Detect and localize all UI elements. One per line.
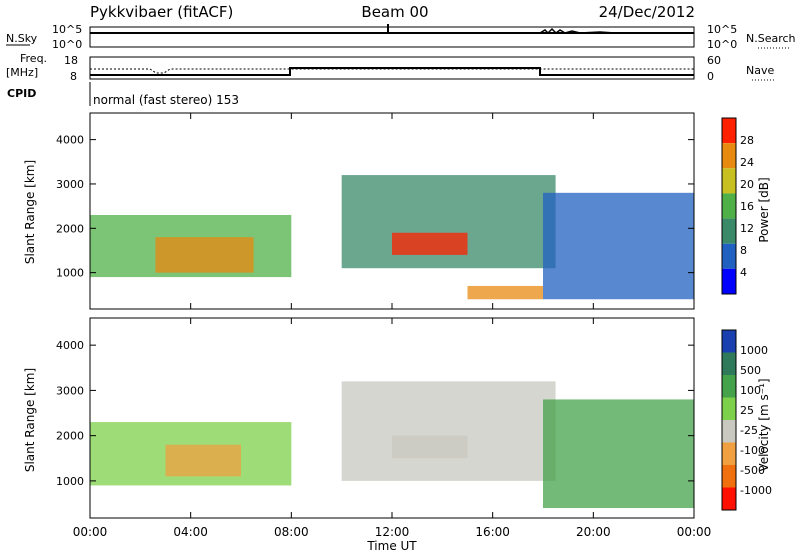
velocity-yticks: 1000 2000 3000 4000 [56, 339, 694, 488]
noise-right-bottom-tick: 10^0 [707, 38, 737, 51]
colorbar-segment [722, 487, 736, 510]
power-colorbar: 4 8 12 16 20 24 28 [721, 117, 754, 295]
colorbar-tick-label: -25 [740, 424, 758, 437]
power-colorbar-label: Power [dB] [757, 177, 771, 242]
nave-trace [90, 68, 694, 74]
x-tick-label: 20:00 [576, 525, 611, 539]
data-region [543, 399, 694, 509]
colorbar-frame [721, 117, 737, 295]
colorbar-tick-label: 25 [740, 404, 754, 417]
y-tick-label: 4000 [56, 134, 84, 147]
colorbar-segment [722, 168, 736, 194]
colorbar-segment [722, 420, 736, 443]
x-tick-label: 08:00 [274, 525, 309, 539]
noise-panel-frame [89, 26, 695, 48]
colorbar-tick-label: 12 [740, 222, 754, 235]
data-region [341, 381, 556, 481]
power-ylabel: Slant Range [km] [23, 160, 37, 264]
colorbar-segment [722, 193, 736, 219]
colorbar-tick-label: -1000 [740, 484, 772, 497]
colorbar-tick-label: -100 [740, 444, 765, 457]
colorbar-segment [722, 268, 736, 294]
colorbar-segment [722, 218, 736, 244]
colorbar-tick-label: 4 [740, 266, 747, 279]
velocity-colorbar-label: Velocity [m s⁻¹] [757, 378, 771, 471]
colorbar-tick-label: 500 [740, 364, 761, 377]
freq-trace [90, 67, 694, 76]
noise-search-label: N.Search [746, 32, 796, 45]
y-tick-label: 2000 [56, 430, 84, 443]
power-data-regions [90, 175, 694, 300]
colorbar-tick-label: 100 [740, 384, 761, 397]
noise-sky-label: N.Sky [6, 32, 38, 45]
noise-left-top-tick: 10^5 [52, 23, 82, 36]
data-region [165, 444, 241, 477]
x-axis-label: Time UT [366, 539, 417, 553]
cpid-text: normal (fast stereo) 153 [93, 93, 239, 107]
noise-left-bottom-tick: 10^0 [52, 38, 82, 51]
velocity-data-regions [90, 381, 694, 509]
colorbar-segment [722, 375, 736, 398]
colorbar-frame [721, 329, 737, 511]
colorbar-tick-label: 28 [740, 134, 754, 147]
cpid-label: CPID [7, 87, 36, 100]
freq-left-bottom-tick: 8 [70, 70, 77, 83]
velocity-ylabel: Slant Range [km] [23, 368, 37, 472]
x-tick-label: 00:00 [73, 525, 108, 539]
colorbar-segment [722, 352, 736, 375]
freq-label-2: [MHz] [6, 66, 38, 79]
data-region [392, 232, 468, 255]
date-title: 24/Dec/2012 [599, 3, 695, 21]
freq-panel-frame [89, 56, 695, 80]
noise-sky-bursts [539, 27, 616, 35]
data-region [467, 285, 543, 300]
data-region [392, 435, 468, 459]
station-title: Pykkvibaer (fitACF) [90, 3, 233, 21]
colorbar-segment [722, 118, 736, 144]
colorbar-tick-label: 24 [740, 156, 754, 169]
data-region [155, 237, 254, 273]
freq-left-top-tick: 18 [64, 54, 78, 67]
colorbar-segment [722, 397, 736, 420]
colorbar-segment [722, 442, 736, 465]
data-region [543, 192, 694, 300]
power-yticks: 1000 2000 3000 4000 [56, 134, 694, 280]
x-tick-label: 12:00 [375, 525, 410, 539]
beam-title: Beam 00 [361, 3, 428, 21]
colorbar-segment [722, 143, 736, 169]
colorbar-segment [722, 465, 736, 488]
y-tick-label: 2000 [56, 222, 84, 235]
y-tick-label: 3000 [56, 178, 84, 191]
x-tick-label: 16:00 [475, 525, 510, 539]
colorbar-tick-label: 16 [740, 200, 754, 213]
noise-right-top-tick: 10^5 [707, 23, 737, 36]
y-tick-label: 1000 [56, 267, 84, 280]
velocity-colorbar: 1000 500 100 25 -25 -100 -500 -1000 [721, 329, 772, 511]
x-tick-label: 04:00 [173, 525, 208, 539]
x-tick-label: 00:00 [677, 525, 712, 539]
freq-label-1: Freq. [20, 52, 47, 65]
colorbar-segment [722, 330, 736, 353]
nave-label: Nave [746, 64, 774, 77]
colorbar-segment [722, 243, 736, 269]
y-tick-label: 3000 [56, 384, 84, 397]
freq-right-top-tick: 60 [707, 54, 721, 67]
colorbar-tick-label: 8 [740, 244, 747, 257]
colorbar-tick-label: 20 [740, 178, 754, 191]
y-tick-label: 4000 [56, 339, 84, 352]
y-tick-label: 1000 [56, 475, 84, 488]
freq-right-bottom-tick: 0 [707, 70, 714, 83]
colorbar-tick-label: 1000 [740, 344, 768, 357]
x-ticks: 00:00 04:00 08:00 12:00 16:00 20:00 00:00 [73, 113, 712, 539]
colorbar-tick-label: -500 [740, 464, 765, 477]
